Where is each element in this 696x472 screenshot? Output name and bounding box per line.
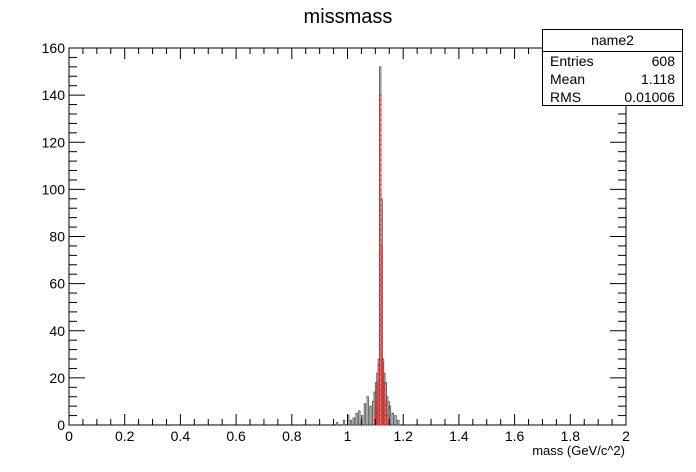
hatched-bin-1-5 xyxy=(380,245,383,426)
x-tick-label-10: 2 xyxy=(622,428,630,444)
stats-rms-value: 0.01006 xyxy=(624,89,675,105)
hist-bin-0-5 xyxy=(355,412,358,426)
x-tick-label-5: 1 xyxy=(344,428,352,444)
hist-bin-0-23 xyxy=(388,405,392,426)
hist-bin-0-8 xyxy=(363,403,367,426)
x-tick-label-6: 1.2 xyxy=(393,428,413,444)
x-tick-label-3: 0.6 xyxy=(226,428,246,444)
x-tick-label-2: 0.4 xyxy=(171,428,191,444)
hist-bin-0-3 xyxy=(349,419,353,426)
hist-bin-0-24 xyxy=(391,412,394,426)
stats-row-rms: RMS 0.01006 xyxy=(543,88,682,106)
histogram-layer xyxy=(335,66,400,426)
x-tick-label-8: 1.6 xyxy=(505,428,525,444)
chart-title: missmass xyxy=(304,6,393,28)
hist-bin-0-10 xyxy=(369,405,372,426)
stats-row-entries: Entries 608 xyxy=(543,52,682,70)
stats-mean-value: 1.118 xyxy=(641,71,675,87)
stats-entries-value: 608 xyxy=(651,53,675,69)
y-tick-label-6: 120 xyxy=(42,134,66,150)
stats-entries-label: Entries xyxy=(550,53,594,69)
hist-bin-0-9 xyxy=(366,396,369,426)
y-tick-label-2: 40 xyxy=(49,323,65,339)
hist-bin-0-0 xyxy=(335,422,339,426)
x-tick-label-4: 0.8 xyxy=(282,428,302,444)
hist-bin-0-6 xyxy=(358,410,361,426)
stats-rms-label: RMS xyxy=(550,89,582,105)
axis-layer: 0 0.2 0.4 0.6 0.8 1 1.2 1.4 1.6 1.8 20204060801001… xyxy=(42,40,630,444)
y-tick-label-0: 0 xyxy=(57,417,65,433)
y-tick-label-4: 80 xyxy=(49,229,65,245)
y-tick-label-7: 140 xyxy=(42,87,66,103)
y-tick-label-3: 60 xyxy=(49,276,65,292)
x-tick-label-9: 1.8 xyxy=(561,428,581,444)
stats-title: name2 xyxy=(543,30,682,52)
hist-bin-0-25 xyxy=(394,415,397,426)
y-tick-label-8: 160 xyxy=(42,40,66,56)
y-tick-label-5: 100 xyxy=(42,181,66,197)
x-tick-label-7: 1.4 xyxy=(449,428,469,444)
stats-row-mean: Mean 1.118 xyxy=(543,70,682,88)
stats-box: name2 Entries 608 Mean 1.118 RMS 0.01006 xyxy=(542,29,683,106)
hist-bin-0-1 xyxy=(342,419,346,426)
hist-bin-0-4 xyxy=(352,417,355,426)
hatched-bin-1-8 xyxy=(384,401,387,426)
stats-mean-label: Mean xyxy=(550,71,586,87)
hatched-bin-1-9 xyxy=(386,415,389,426)
y-tick-label-1: 20 xyxy=(49,370,65,386)
x-tick-label-0: 0 xyxy=(65,428,73,444)
hist-bin-0-26 xyxy=(397,419,400,426)
x-tick-label-1: 0.2 xyxy=(115,428,135,444)
x-axis-label: mass (GeV/c^2) xyxy=(532,443,625,458)
